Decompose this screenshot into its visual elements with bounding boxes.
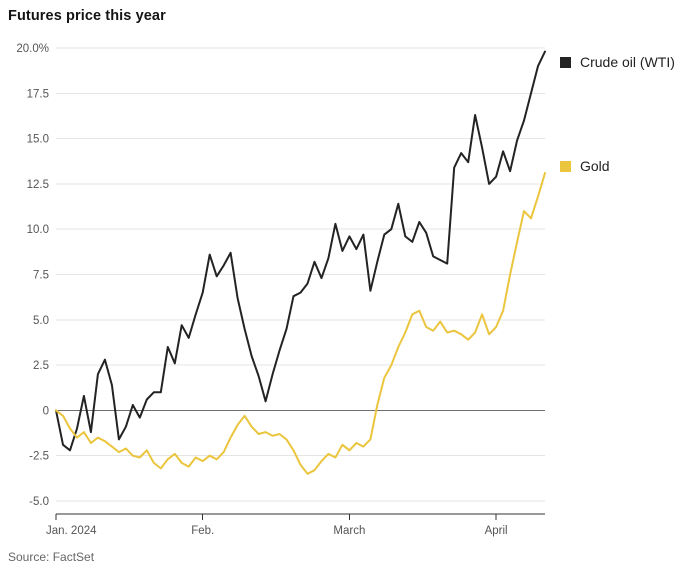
legend-item-crude-oil: Crude oil (WTI) — [560, 54, 675, 70]
svg-text:-5.0: -5.0 — [29, 496, 49, 508]
svg-text:2.5: 2.5 — [33, 360, 49, 372]
svg-text:17.5: 17.5 — [27, 88, 49, 100]
svg-text:0: 0 — [43, 405, 49, 417]
svg-text:20.0%: 20.0% — [16, 43, 49, 55]
svg-text:-2.5: -2.5 — [29, 451, 49, 463]
svg-text:10.0: 10.0 — [27, 224, 49, 236]
svg-text:Jan. 2024: Jan. 2024 — [46, 525, 97, 537]
source-note: Source: FactSet — [8, 550, 95, 564]
svg-text:7.5: 7.5 — [33, 270, 49, 282]
legend-item-gold: Gold — [560, 158, 675, 174]
svg-text:5.0: 5.0 — [33, 315, 49, 327]
line-chart: 20.0% 17.5 15.0 12.5 10.0 7.5 5.0 2.5 0 -2.5 -5.0 J… — [16, 43, 546, 537]
svg-text:Feb.: Feb. — [191, 525, 214, 537]
svg-text:12.5: 12.5 — [27, 179, 49, 191]
chart-card: Futures price this year 20.0% 17.5 15.0 12.… — [8, 8, 689, 564]
legend-label-gold: Gold — [580, 158, 610, 174]
legend: Crude oil (WTI) Gold — [560, 54, 675, 174]
crude-oil-swatch-icon — [560, 56, 571, 68]
svg-text:15.0: 15.0 — [27, 134, 49, 146]
legend-label-crude-oil: Crude oil (WTI) — [580, 54, 675, 70]
svg-text:April: April — [485, 525, 508, 537]
chart-title: Futures price this year — [8, 8, 166, 24]
gold-swatch-icon — [560, 160, 571, 172]
svg-text:March: March — [333, 525, 365, 537]
chart-area: 20.0% 17.5 15.0 12.5 10.0 7.5 5.0 2.5 0 -2.5 -5.0 J… — [8, 34, 689, 542]
